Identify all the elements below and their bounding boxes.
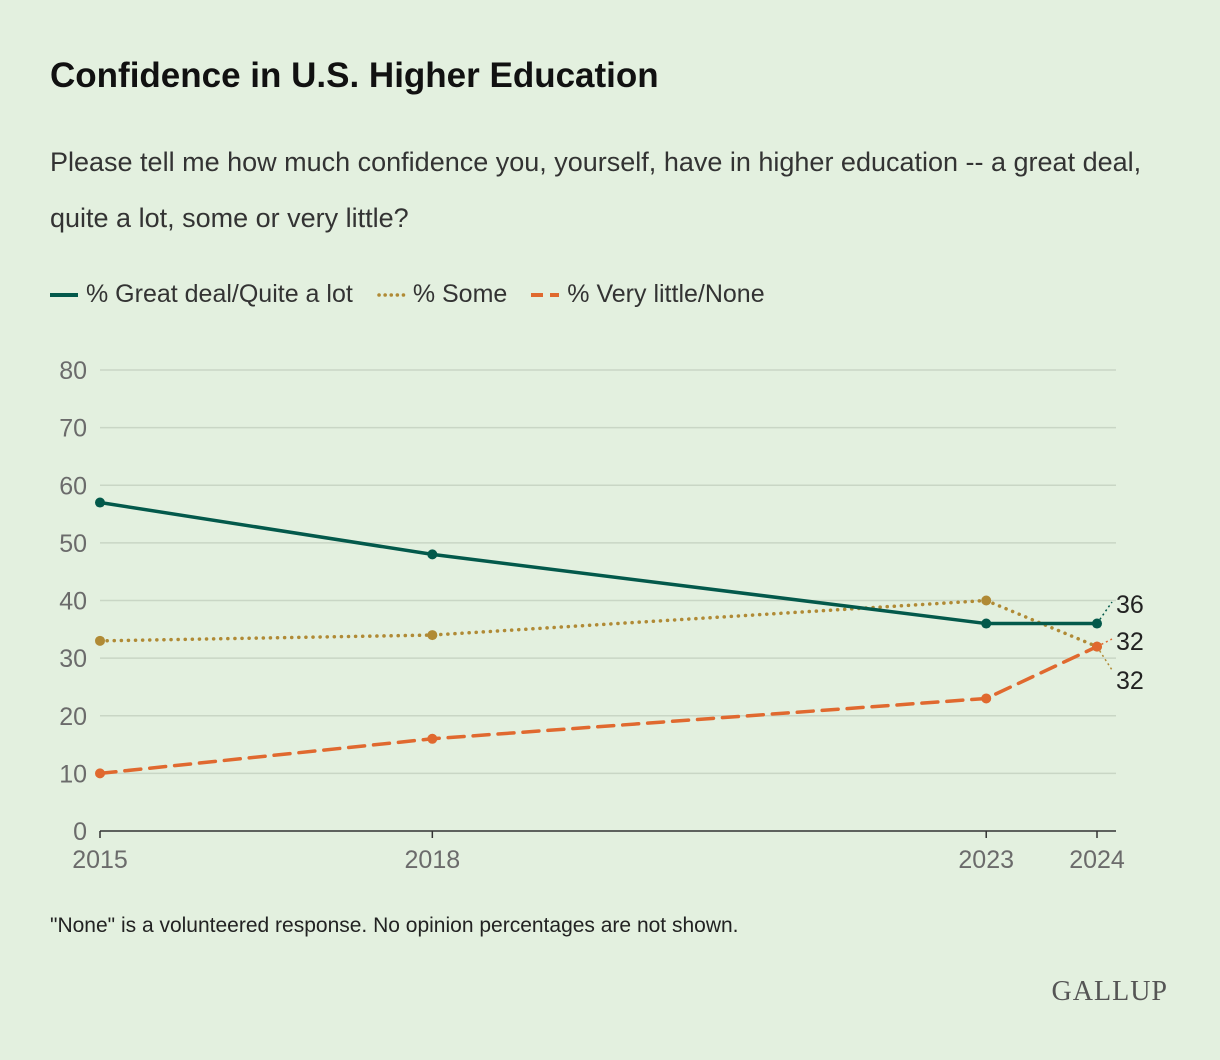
data-point [427,549,438,560]
gallup-logo: GALLUP [1051,976,1168,1007]
x-tick-label: 2015 [72,846,128,874]
x-tick-label: 2018 [405,846,461,874]
legend-label: % Some [412,280,508,308]
x-tick-label: 2024 [1069,846,1125,874]
data-point [981,693,992,704]
legend-item-some: % Some [377,280,507,309]
end-value-label: 32 [1116,667,1144,695]
legend: % Great deal/Quite a lot % Some % Very l… [50,280,789,309]
y-tick-label: 30 [59,645,87,673]
label-leader-line [1096,601,1113,624]
chart-subtitle: Please tell me how much confidence you, … [50,147,1142,233]
data-point [427,630,438,641]
footnote: "None" is a volunteered response. No opi… [50,914,739,937]
data-point [981,618,992,629]
series-line-2 [98,644,1099,776]
y-tick-label: 10 [59,760,87,788]
legend-label: % Great deal/Quite a lot [86,280,353,308]
y-tick-label: 0 [73,818,87,846]
end-value-label: 32 [1116,628,1144,656]
data-point [981,595,992,606]
legend-solid-line-icon [50,292,78,297]
data-point [95,635,105,646]
series-line-1 [98,598,1099,649]
legend-item-great-deal: % Great deal/Quite a lot [50,280,353,309]
legend-item-very-little: % Very little/None [531,280,765,309]
series-line-0 [98,500,1099,626]
y-tick-label: 80 [59,357,87,385]
data-point [427,733,438,744]
y-tick-label: 50 [59,530,87,558]
y-tick-label: 40 [59,588,87,616]
end-value-label: 36 [1116,591,1144,619]
y-tick-label: 20 [59,703,87,731]
data-point [95,768,105,779]
y-tick-label: 70 [59,415,87,443]
legend-dotted-line-icon [377,292,407,297]
data-point [95,497,105,508]
legend-label: % Very little/None [567,280,765,308]
y-tick-label: 60 [59,472,87,500]
chart-title: Confidence in U.S. Higher Education [50,56,659,95]
legend-dashed-line-icon [531,292,560,297]
x-tick-label: 2023 [958,846,1014,874]
